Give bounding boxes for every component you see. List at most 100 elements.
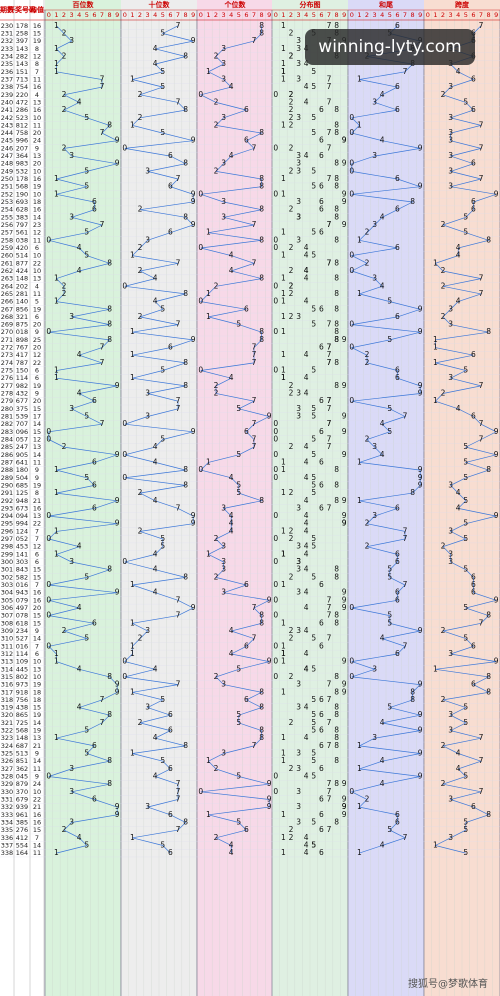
dist-digit: 9 bbox=[342, 595, 347, 604]
draw-number: 504 bbox=[16, 474, 28, 482]
digit: 3 bbox=[372, 442, 377, 451]
digit-header: 7 bbox=[479, 11, 483, 19]
watermark: winning-lyty.com bbox=[318, 37, 461, 57]
draw-number: 096 bbox=[16, 428, 28, 436]
digit: 2 bbox=[441, 281, 446, 290]
digit-header: 1 bbox=[130, 11, 134, 19]
digit: 3 bbox=[221, 680, 226, 689]
digit-header: 9 bbox=[494, 11, 498, 19]
issue: 250 bbox=[1, 175, 13, 183]
digit: 4 bbox=[456, 297, 461, 306]
dist-digit: 6 bbox=[319, 710, 324, 719]
digit: 5 bbox=[84, 251, 89, 260]
draw-number: 539 bbox=[16, 412, 28, 420]
sum: 22 bbox=[33, 359, 41, 367]
digit: 2 bbox=[365, 358, 370, 367]
sum: 10 bbox=[33, 167, 41, 175]
digit: 8 bbox=[183, 159, 188, 168]
draw-number: 898 bbox=[16, 336, 28, 344]
issue: 308 bbox=[1, 619, 13, 627]
issue: 270 bbox=[1, 328, 13, 336]
digit: 0 bbox=[122, 473, 127, 482]
dist-digit: 5 bbox=[311, 113, 316, 122]
dist-digit: 9 bbox=[342, 220, 347, 229]
digit: 9 bbox=[494, 511, 499, 520]
dist-digit: 1 bbox=[281, 549, 286, 558]
draw-number: 303 bbox=[16, 558, 28, 566]
dist-digit: 3 bbox=[296, 197, 301, 206]
digit: 2 bbox=[441, 626, 446, 635]
digit: 3 bbox=[69, 36, 74, 45]
sum: 15 bbox=[33, 573, 41, 581]
issue: 291 bbox=[1, 489, 13, 497]
dist-digit: 8 bbox=[334, 21, 339, 30]
draw-number: 276 bbox=[16, 826, 28, 834]
dist-digit: 0 bbox=[273, 465, 278, 474]
dist-digit: 2 bbox=[289, 90, 294, 99]
digit: 5 bbox=[84, 411, 89, 420]
dist-digit: 7 bbox=[327, 695, 332, 704]
digit: 9 bbox=[191, 197, 196, 206]
sum: 14 bbox=[33, 757, 41, 765]
digit: 8 bbox=[259, 335, 264, 344]
issue: 338 bbox=[1, 849, 13, 857]
issue: 244 bbox=[1, 129, 13, 137]
draw-number: 961 bbox=[16, 811, 28, 819]
sum: 18 bbox=[33, 696, 41, 704]
sum: 10 bbox=[33, 658, 41, 666]
digit: 9 bbox=[418, 182, 423, 191]
dist-digit: 0 bbox=[273, 557, 278, 566]
digit: 5 bbox=[84, 113, 89, 122]
dist-digit: 0 bbox=[273, 657, 278, 666]
dist-digit: 4 bbox=[304, 664, 309, 673]
issue: 246 bbox=[1, 144, 13, 152]
digit: 8 bbox=[259, 703, 264, 712]
sum: 6 bbox=[35, 313, 39, 321]
dist-digit: 8 bbox=[334, 320, 339, 329]
draw-number: 797 bbox=[16, 221, 28, 229]
digit: 8 bbox=[259, 611, 264, 620]
digit-header: 6 bbox=[92, 11, 96, 19]
dist-digit: 3 bbox=[296, 44, 301, 53]
dist-digit: 8 bbox=[334, 235, 339, 244]
draw-number: 453 bbox=[16, 543, 28, 551]
digit-header: 0 bbox=[426, 11, 430, 19]
digit: 2 bbox=[214, 534, 219, 543]
digit-header: 1 bbox=[433, 11, 437, 19]
issue: 273 bbox=[1, 351, 13, 359]
digit: 3 bbox=[221, 503, 226, 512]
dist-digit: 1 bbox=[281, 67, 286, 76]
issue: 294 bbox=[1, 512, 13, 520]
dist-digit: 3 bbox=[296, 703, 301, 712]
sum: 14 bbox=[33, 719, 41, 727]
dist-digit: 7 bbox=[327, 21, 332, 30]
digit: 2 bbox=[214, 281, 219, 290]
dist-digit: 3 bbox=[296, 764, 301, 773]
digit: 2 bbox=[365, 228, 370, 237]
digit: 1 bbox=[130, 350, 135, 359]
digit: 1 bbox=[357, 289, 362, 298]
digit: 6 bbox=[471, 205, 476, 214]
digit: 6 bbox=[395, 595, 400, 604]
digit: 8 bbox=[486, 235, 491, 244]
digit: 4 bbox=[153, 565, 158, 574]
digit: 4 bbox=[229, 848, 234, 857]
digit: 9 bbox=[115, 450, 120, 459]
digit-header: 8 bbox=[260, 11, 264, 19]
dist-digit: 5 bbox=[311, 450, 316, 459]
digit: 2 bbox=[214, 51, 219, 60]
dist-digit: 3 bbox=[296, 404, 301, 413]
draw-number: 438 bbox=[16, 704, 28, 712]
dist-digit: 4 bbox=[304, 664, 309, 673]
dist-digit: 0 bbox=[273, 595, 278, 604]
dist-digit: 8 bbox=[334, 128, 339, 137]
sum: 10 bbox=[33, 267, 41, 275]
dist-digit: 7 bbox=[327, 787, 332, 796]
digit-header: 3 bbox=[146, 11, 150, 19]
dist-digit: 7 bbox=[327, 434, 332, 443]
digit: 6 bbox=[471, 159, 476, 168]
sum: 19 bbox=[33, 681, 41, 689]
digit: 4 bbox=[153, 274, 158, 283]
digit: 1 bbox=[130, 580, 135, 589]
dist-digit: 4 bbox=[304, 389, 309, 398]
